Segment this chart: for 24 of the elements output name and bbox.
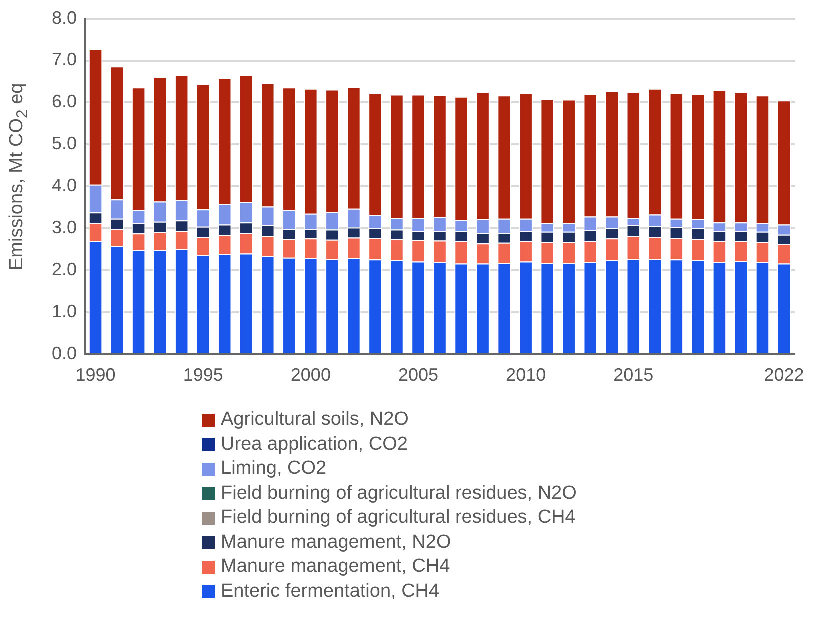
legend-label: Enteric fermentation, CH4	[221, 580, 440, 603]
x-tick-label: 2000	[290, 365, 331, 386]
x-tick-label: 2010	[506, 365, 546, 386]
legend-label: Manure management, CH4	[221, 556, 450, 578]
x-tick-label: 2005	[398, 365, 439, 386]
legend-label: Manure management, N2O	[221, 532, 452, 554]
x-tick-label: 1995	[183, 365, 224, 386]
y-tick-label: 8.0	[52, 8, 78, 28]
y-tick-label: 1.0	[52, 301, 78, 322]
y-tick-label: 0.0	[52, 343, 78, 364]
y-tick-label: 3.0	[52, 218, 78, 238]
legend-label: Field burning of agricultural residues, N2O	[221, 482, 577, 505]
y-tick-label: 5.0	[52, 134, 78, 154]
y-tick-label: 4.0	[52, 176, 78, 196]
legend-label: Field burning of agricultural residues, CH4	[221, 507, 576, 530]
legend-label: Liming, CO2	[221, 458, 327, 480]
legend-label: Urea application, CO2	[221, 434, 408, 456]
y-tick-label: 7.0	[52, 50, 78, 70]
y-tick-label: 2.0	[52, 259, 78, 280]
x-tick-label: 2022	[764, 365, 804, 386]
x-tick-label: 2015	[614, 365, 654, 386]
legend-label: Agricultural soils, N2O	[221, 409, 409, 432]
y-tick-label: 6.0	[52, 92, 78, 112]
x-tick-label: 1990	[76, 365, 116, 386]
